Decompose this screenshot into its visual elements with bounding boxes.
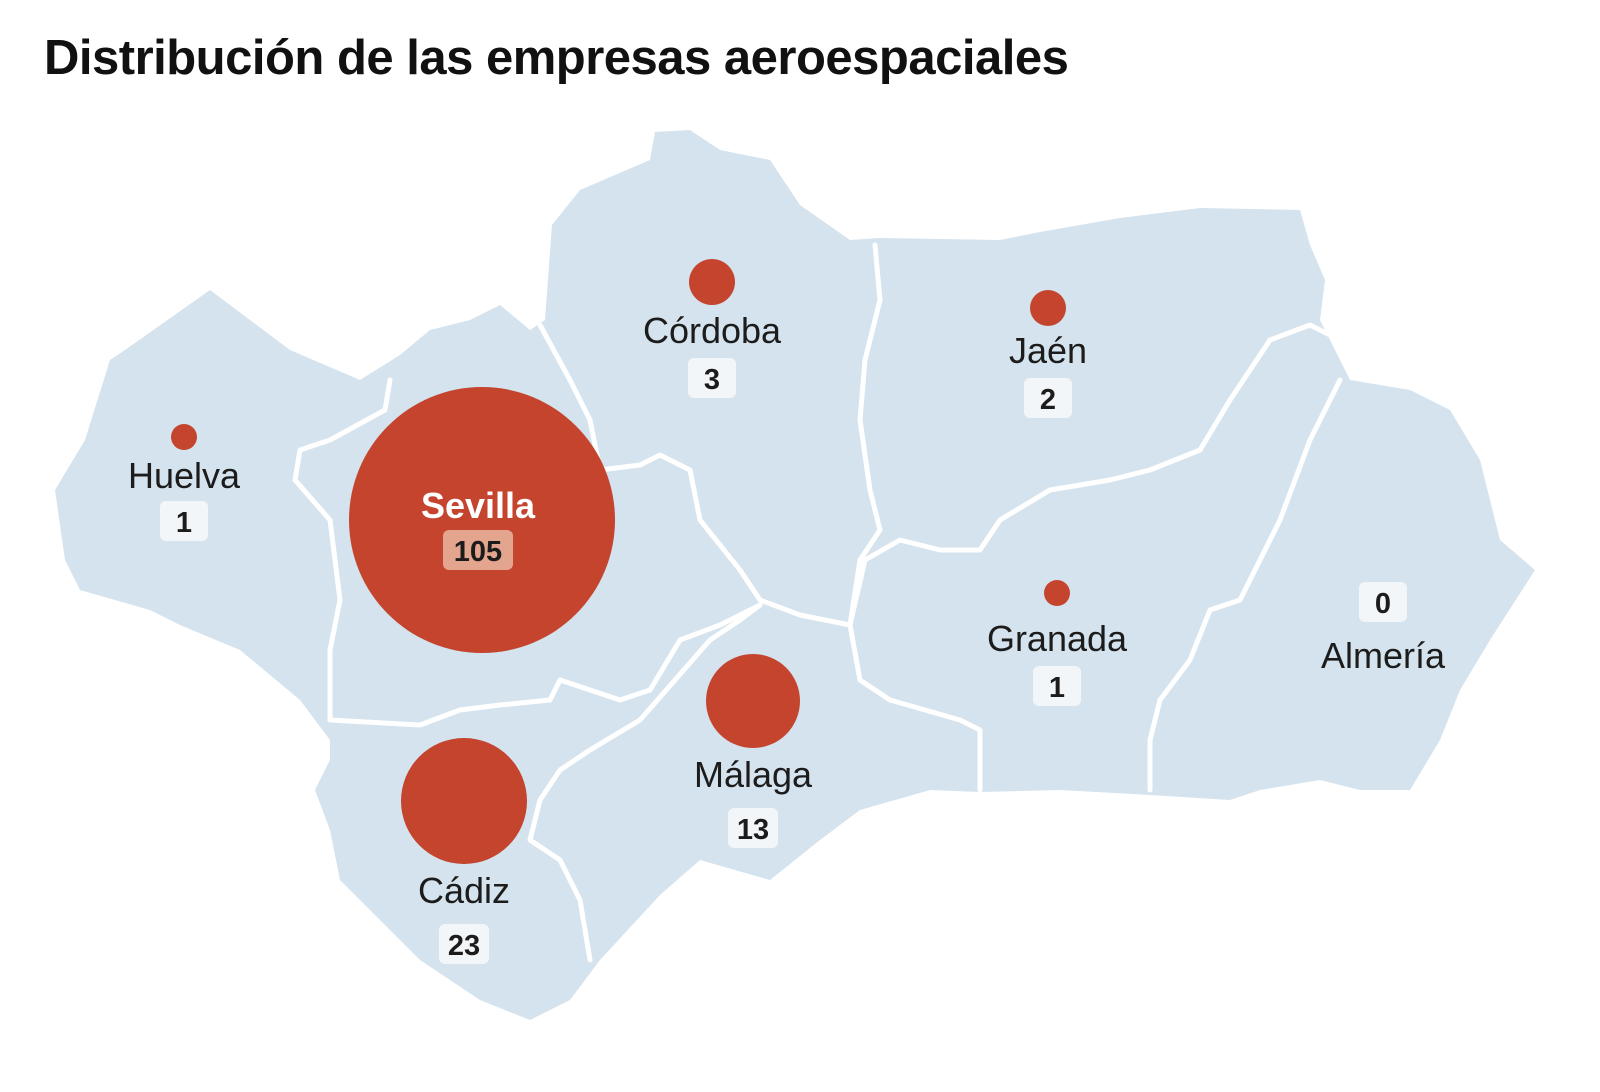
count-value: 3: [704, 364, 720, 396]
province-name: Huelva: [128, 455, 241, 496]
count-badge: [439, 924, 489, 964]
count-value: 23: [448, 930, 480, 962]
bubble-granada[interactable]: [1044, 580, 1070, 606]
province-label-sevilla: Sevilla 105: [421, 485, 536, 570]
count-badge: [688, 358, 736, 398]
province-borders: [292, 242, 1343, 963]
province-name: Sevilla: [421, 485, 536, 526]
province-name: Córdoba: [643, 310, 782, 351]
bubble-cordoba[interactable]: [689, 259, 735, 305]
count-value: 105: [454, 536, 502, 568]
region-outline: [55, 130, 1535, 1020]
province-label-malaga: Málaga 13: [694, 754, 813, 848]
bubble-jaen[interactable]: [1030, 290, 1066, 326]
province-label-huelva: Huelva 1: [128, 455, 241, 541]
count-badge: [443, 530, 513, 570]
map-title: Distribución de las empresas aeroespacia…: [44, 31, 1069, 85]
province-label-granada: Granada 1: [987, 618, 1128, 706]
province-name: Jaén: [1009, 330, 1087, 371]
count-value: 13: [737, 814, 769, 846]
province-label-jaen: Jaén 2: [1009, 330, 1087, 418]
province-name: Málaga: [694, 754, 813, 795]
province-name: Cádiz: [418, 870, 510, 911]
count-badge: [160, 501, 208, 541]
count-badge: [1033, 666, 1081, 706]
count-value: 0: [1375, 588, 1391, 620]
province-name: Almería: [1321, 635, 1446, 676]
bubble-huelva[interactable]: [171, 424, 197, 450]
count-value: 2: [1040, 384, 1056, 416]
province-label-almeria: 0 Almería: [1321, 582, 1446, 676]
bubble-malaga[interactable]: [706, 654, 800, 748]
bubble-sevilla[interactable]: [349, 387, 615, 653]
count-value: 1: [176, 507, 192, 539]
bubble-cadiz[interactable]: [401, 738, 527, 864]
province-label-cadiz: Cádiz 23: [418, 870, 510, 964]
count-badge: [1024, 378, 1072, 418]
province-name: Granada: [987, 618, 1128, 659]
bubbles: [171, 259, 1070, 864]
count-value: 1: [1049, 672, 1065, 704]
count-badge: [1359, 582, 1407, 622]
count-badge: [728, 808, 778, 848]
province-label-cordoba: Córdoba 3: [643, 310, 782, 398]
